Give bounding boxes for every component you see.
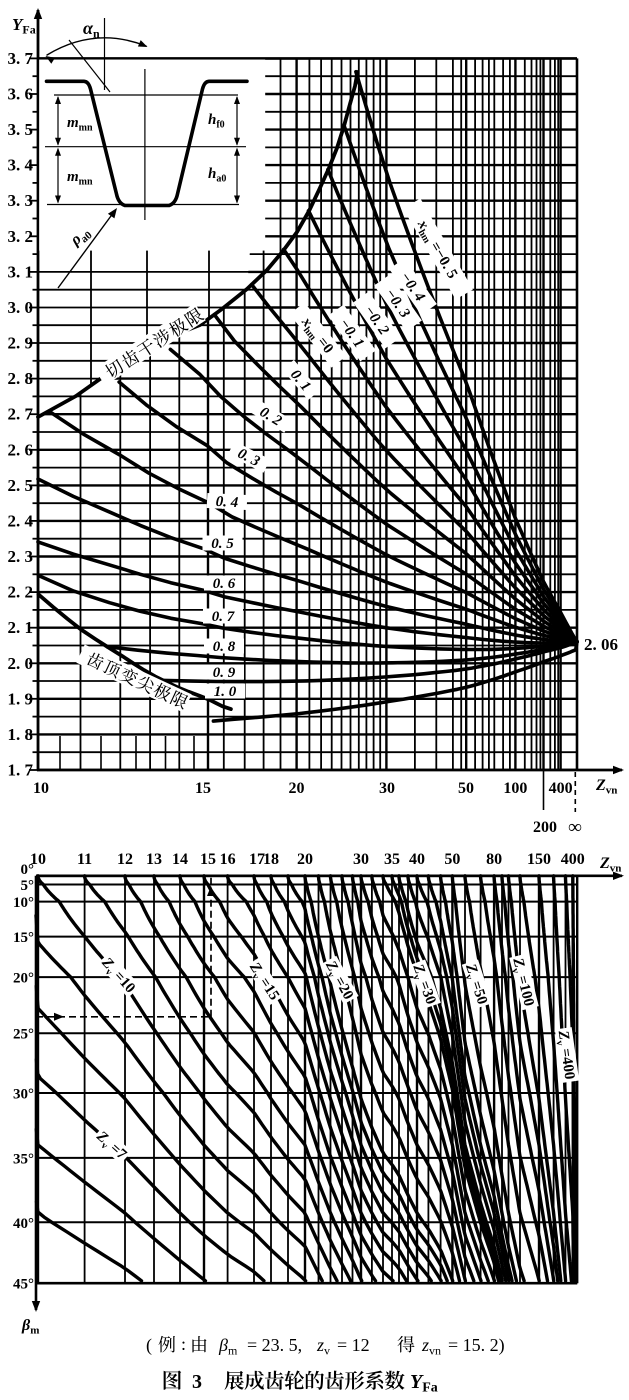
svg-text:1. 8: 1. 8 <box>8 725 34 744</box>
svg-text:(: ( <box>146 1335 152 1356</box>
svg-text:20: 20 <box>297 851 313 868</box>
svg-text:40°: 40° <box>13 1216 34 1232</box>
svg-text:3. 7: 3. 7 <box>8 49 34 68</box>
svg-text:100: 100 <box>503 780 527 797</box>
svg-text:mmn: mmn <box>67 115 93 134</box>
svg-text:2. 2: 2. 2 <box>8 583 34 602</box>
svg-text:10°: 10° <box>13 895 34 911</box>
svg-text:= 12: = 12 <box>337 1335 370 1355</box>
svg-text:13: 13 <box>146 851 162 868</box>
svg-text:Zv =50: Zv =50 <box>459 961 490 1007</box>
svg-text:2. 7: 2. 7 <box>8 405 34 424</box>
svg-text:30: 30 <box>379 780 395 797</box>
svg-text:0. 6: 0. 6 <box>213 576 236 592</box>
svg-text:YFa: YFa <box>410 1371 438 1396</box>
svg-text:0. 9: 0. 9 <box>213 665 236 681</box>
svg-text:30: 30 <box>353 851 369 868</box>
svg-text:40: 40 <box>409 851 425 868</box>
svg-text:Zvn: Zvn <box>599 855 621 875</box>
svg-text:30°: 30° <box>13 1087 34 1103</box>
svg-text:3: 3 <box>192 1371 202 1393</box>
svg-text:0. 4: 0. 4 <box>215 494 239 511</box>
svg-text:50: 50 <box>444 851 460 868</box>
svg-text:16: 16 <box>220 851 236 868</box>
svg-text:1. 0: 1. 0 <box>214 684 237 700</box>
svg-text:Zv =100: Zv =100 <box>507 956 537 1009</box>
svg-text:αn: αn <box>83 18 100 41</box>
svg-text:20: 20 <box>289 780 305 797</box>
svg-text:2. 4: 2. 4 <box>8 511 34 530</box>
svg-text:2. 6: 2. 6 <box>8 440 34 459</box>
svg-text:ha0: ha0 <box>208 166 226 185</box>
svg-text:Zv =400: Zv =400 <box>552 1029 577 1081</box>
svg-text:80: 80 <box>486 851 502 868</box>
svg-text:zvn: zvn <box>421 1335 441 1358</box>
svg-text:200: 200 <box>533 819 557 836</box>
svg-text:10: 10 <box>33 780 49 797</box>
svg-text:1. 9: 1. 9 <box>8 689 34 708</box>
svg-text:11: 11 <box>77 851 92 868</box>
svg-text:YFa: YFa <box>12 15 36 37</box>
svg-text:2. 3: 2. 3 <box>8 547 34 566</box>
svg-text:20°: 20° <box>13 971 34 987</box>
svg-text:15: 15 <box>200 851 216 868</box>
svg-text:12: 12 <box>117 851 133 868</box>
svg-text:5°: 5° <box>21 878 35 894</box>
svg-text:3. 4: 3. 4 <box>8 156 34 175</box>
svg-text:Zvn: Zvn <box>595 777 617 797</box>
svg-text:3. 0: 3. 0 <box>8 298 34 317</box>
svg-text:2. 06: 2. 06 <box>584 635 618 654</box>
svg-text:hf0: hf0 <box>208 112 225 131</box>
svg-text:3. 3: 3. 3 <box>8 191 34 210</box>
svg-text:15: 15 <box>195 780 211 797</box>
svg-text:2. 8: 2. 8 <box>8 369 34 388</box>
svg-text:3. 5: 3. 5 <box>8 120 34 139</box>
svg-text::: : <box>181 1334 186 1354</box>
svg-text:2. 9: 2. 9 <box>8 334 34 353</box>
svg-text:35°: 35° <box>13 1151 34 1167</box>
svg-text:0. 5: 0. 5 <box>211 536 234 552</box>
svg-text:0. 7: 0. 7 <box>212 609 235 625</box>
svg-text:45°: 45° <box>13 1277 34 1293</box>
svg-text:3. 6: 3. 6 <box>8 85 34 104</box>
svg-text:= 15. 2): = 15. 2) <box>448 1335 505 1356</box>
svg-text:0°: 0° <box>21 862 35 878</box>
svg-text:18: 18 <box>263 851 279 868</box>
svg-text:0. 8: 0. 8 <box>213 639 236 655</box>
svg-text:3. 1: 3. 1 <box>8 262 34 281</box>
svg-text:3. 2: 3. 2 <box>8 227 34 246</box>
svg-text:βm: βm <box>21 1317 39 1337</box>
svg-text:2. 1: 2. 1 <box>8 618 34 637</box>
svg-text:2. 5: 2. 5 <box>8 476 34 495</box>
svg-text:mmn: mmn <box>67 169 93 188</box>
svg-text:∞: ∞ <box>568 817 582 838</box>
svg-text:400: 400 <box>561 851 585 868</box>
svg-text:14: 14 <box>172 851 188 868</box>
svg-text:50: 50 <box>458 780 474 797</box>
svg-text:150: 150 <box>527 851 551 868</box>
svg-text:400: 400 <box>549 780 573 797</box>
svg-text:2. 0: 2. 0 <box>8 654 34 673</box>
svg-text:zv: zv <box>316 1335 330 1358</box>
svg-text:βm: βm <box>218 1335 238 1358</box>
svg-text:15°: 15° <box>13 930 34 946</box>
svg-text:10: 10 <box>30 851 46 868</box>
svg-text:1. 7: 1. 7 <box>8 761 34 780</box>
svg-text:35: 35 <box>384 851 400 868</box>
svg-text:= 23. 5,: = 23. 5, <box>247 1335 302 1355</box>
svg-text:25°: 25° <box>13 1027 34 1043</box>
svg-text:17: 17 <box>249 851 265 868</box>
